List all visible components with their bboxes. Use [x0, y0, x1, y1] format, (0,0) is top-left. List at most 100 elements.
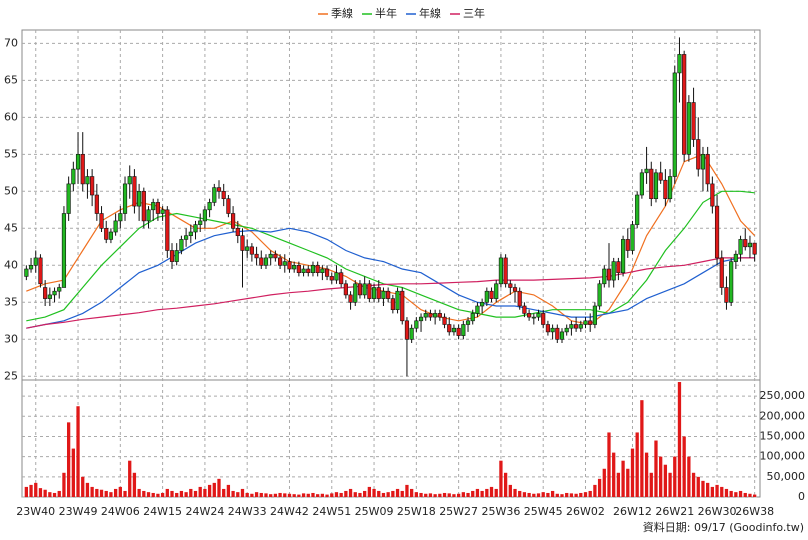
volume-bar — [550, 490, 555, 497]
candle-body — [357, 283, 363, 296]
candle-body — [536, 313, 541, 318]
volume-bar — [503, 472, 508, 497]
volume-bar — [254, 492, 259, 497]
candle-body — [705, 154, 710, 185]
volume-bar — [334, 492, 339, 497]
candle-body — [635, 194, 640, 225]
volume-bar — [358, 492, 362, 497]
volume-bar — [701, 480, 705, 497]
volume-bar — [635, 432, 639, 497]
candle-body — [555, 327, 560, 340]
candle-body — [418, 316, 424, 322]
volume-bar — [480, 490, 484, 497]
candle-body — [400, 290, 405, 322]
volume-bar — [212, 482, 216, 497]
candle-body — [198, 220, 203, 225]
candle-body — [146, 209, 151, 222]
volume-bar — [160, 492, 165, 497]
volume-bar — [513, 488, 517, 497]
volume-bar — [668, 472, 672, 497]
volume-bar — [85, 482, 90, 497]
candle-body — [569, 324, 574, 329]
candle-body — [738, 239, 743, 255]
volume-bar — [395, 488, 400, 497]
candle-body — [71, 168, 76, 185]
candle-body — [254, 253, 259, 259]
legend-label: 年線 — [419, 6, 441, 20]
volume-bar — [151, 492, 155, 497]
candle-body — [249, 246, 254, 255]
volume-bar — [292, 494, 296, 497]
volume-bar — [649, 472, 653, 497]
x-tick-label: 25W18 — [397, 505, 436, 518]
volume-bar — [489, 486, 494, 497]
volume-bar — [236, 492, 240, 497]
volume-bar — [560, 494, 564, 497]
candle-body — [409, 327, 414, 340]
x-tick-label: 26W02 — [566, 505, 605, 518]
candle-body — [320, 268, 325, 274]
candle-body — [61, 213, 67, 288]
x-tick-label: 26W30 — [698, 505, 737, 518]
candle-body — [315, 265, 320, 274]
candle-body — [621, 239, 626, 274]
volume-bar — [720, 486, 724, 497]
candle-body — [639, 172, 644, 196]
volume-bar — [428, 493, 433, 497]
candle-body — [583, 320, 588, 325]
candle-body — [113, 220, 118, 233]
volume-bar — [579, 492, 583, 497]
volume-bar — [522, 492, 527, 497]
candle-body — [277, 257, 283, 266]
candle-body — [696, 139, 701, 170]
legend-label: 季線 — [331, 6, 353, 20]
volume-bar — [66, 422, 71, 497]
volume-bar — [52, 492, 57, 497]
volume-bar — [569, 493, 574, 497]
volume-bar — [597, 478, 602, 497]
candle-body — [80, 154, 85, 185]
candle-body — [155, 202, 160, 214]
x-tick-label: 26W38 — [735, 505, 774, 518]
volume-bar — [607, 432, 611, 497]
candle-body — [494, 283, 499, 299]
volume-bar — [377, 490, 381, 497]
candle-body — [221, 191, 226, 200]
candle-body — [564, 327, 569, 333]
volume-bar — [339, 492, 343, 497]
candle-body — [334, 272, 339, 281]
volume-bar — [555, 493, 559, 497]
candle-body — [108, 231, 114, 240]
y-tick-label: 50 — [4, 184, 18, 197]
y2-tick-label: 250,000 — [760, 389, 806, 402]
legend-label: 三年 — [463, 6, 485, 20]
volume-bar — [43, 489, 47, 497]
ma-line — [26, 190, 755, 322]
volume-bar — [316, 494, 320, 497]
volume-bar — [142, 490, 146, 497]
candle-body — [137, 191, 142, 207]
volume-bar — [123, 490, 127, 497]
candle-body — [606, 268, 612, 281]
volume-bar — [203, 488, 207, 497]
volume-bar — [644, 452, 649, 497]
candle-body — [686, 102, 691, 155]
volume-bar — [269, 494, 273, 497]
volume-bar — [691, 472, 696, 497]
volume-bar — [344, 490, 348, 497]
volume-bar — [612, 452, 616, 497]
volume-bar — [677, 382, 682, 497]
candle-body — [245, 246, 250, 251]
volume-bar — [297, 494, 301, 497]
volume-bar — [278, 492, 282, 497]
candle-body — [597, 283, 602, 307]
plot-frame — [21, 29, 761, 498]
volume-bar — [461, 492, 465, 497]
candle-body — [52, 290, 57, 296]
candle-body — [461, 324, 466, 336]
volume-bar — [409, 488, 414, 497]
candle-body — [268, 253, 273, 259]
volume-bar — [748, 493, 752, 497]
candle-body — [132, 176, 137, 207]
